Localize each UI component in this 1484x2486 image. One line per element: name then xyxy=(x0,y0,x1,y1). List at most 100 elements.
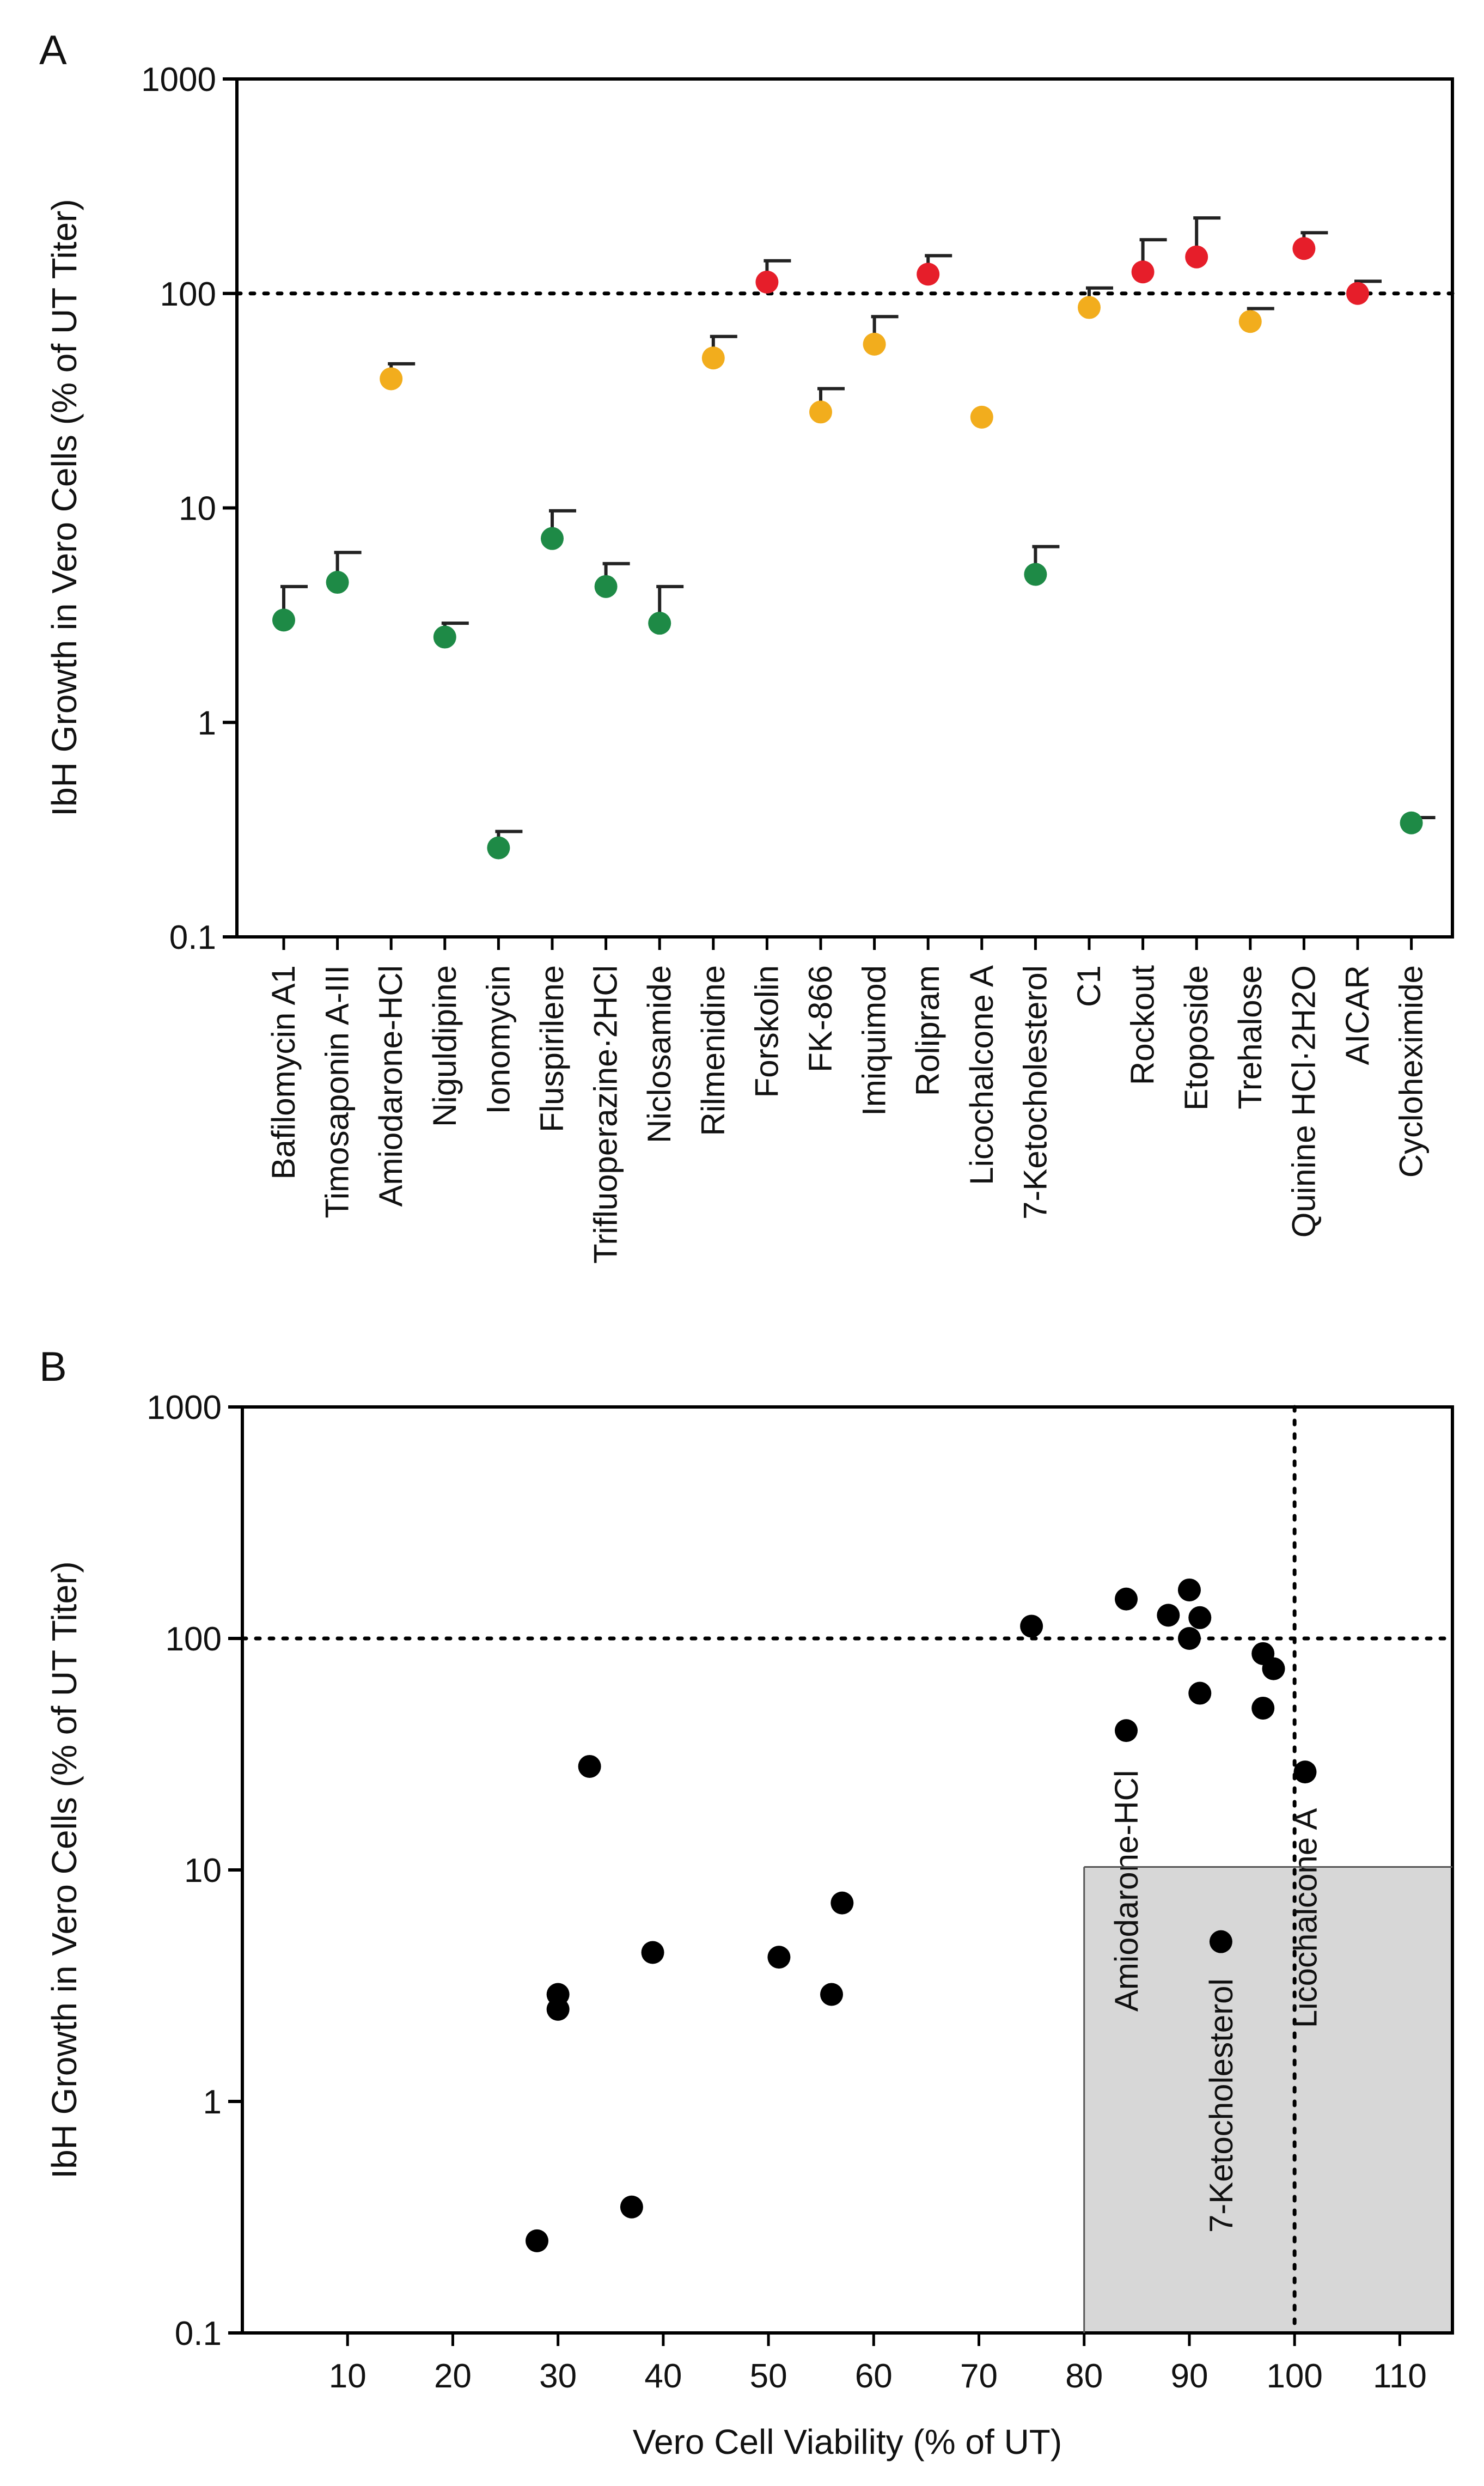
y-tick-label: 1000 xyxy=(146,1389,222,1427)
category-label: Cycloheximide xyxy=(1393,965,1430,1178)
data-point xyxy=(809,400,832,424)
data-point xyxy=(1262,1657,1285,1680)
data-point xyxy=(1177,1627,1201,1650)
y-tick-label: 10 xyxy=(184,1852,222,1890)
data-point xyxy=(767,1946,791,1969)
panel-a-category-labels: Bafilomycin A1 Timosaponin A-III Amiodaron… xyxy=(265,965,1430,1264)
category-label: Rockout xyxy=(1125,965,1161,1085)
data-point xyxy=(970,405,993,429)
category-label: Rolipram xyxy=(909,965,946,1096)
data-point xyxy=(641,1941,664,1964)
data-point xyxy=(1188,1606,1212,1629)
annotation-label: Licochalcone A xyxy=(1287,1808,1323,2028)
x-tick-label: 50 xyxy=(750,2357,787,2395)
data-point xyxy=(541,527,564,550)
category-label: C1 xyxy=(1071,965,1107,1007)
data-point xyxy=(1293,1760,1317,1784)
data-point xyxy=(1115,1719,1138,1742)
x-tick-label: 20 xyxy=(434,2357,472,2395)
category-label: Rilmenidine xyxy=(695,965,731,1136)
data-point xyxy=(830,1891,854,1915)
data-point xyxy=(1209,1930,1232,1953)
data-point xyxy=(620,2195,643,2219)
data-point xyxy=(1024,563,1047,586)
panel-b-shaded-region xyxy=(1084,1867,1452,2333)
data-point xyxy=(820,1983,844,2006)
data-point xyxy=(272,608,295,632)
y-tick-label: 0.1 xyxy=(169,919,216,956)
category-label: Niclosamide xyxy=(641,965,677,1143)
data-point xyxy=(326,571,349,594)
category-label: Ionomycin xyxy=(480,965,516,1114)
category-label: AICAR xyxy=(1339,965,1376,1065)
category-label: Niguldipine xyxy=(426,965,463,1127)
data-point xyxy=(526,2229,549,2252)
panel-a-y-axis-title: IbH Growth in Vero Cells (% of UT Titer) xyxy=(45,199,84,816)
y-tick-label: 10 xyxy=(179,490,216,528)
category-label: Timosaponin A-III xyxy=(319,965,356,1218)
x-tick-label: 100 xyxy=(1266,2357,1322,2395)
category-label: Licochalcone A xyxy=(963,965,1000,1185)
category-label: 7-Ketocholesterol xyxy=(1017,965,1053,1220)
panel-b-x-axis-title: Vero Cell Viability (% of UT) xyxy=(633,2422,1062,2461)
data-point xyxy=(1251,1696,1275,1720)
category-label: Fluspirilene xyxy=(534,965,570,1132)
y-tick-label: 100 xyxy=(160,276,216,313)
x-tick-label: 60 xyxy=(855,2357,893,2395)
x-tick-label: 30 xyxy=(539,2357,577,2395)
panel-b: B IbH Growth in Vero Cells (% of UT Tite… xyxy=(39,1344,1455,2461)
panel-a-plot-frame xyxy=(235,77,1454,939)
panel-b-letter: B xyxy=(39,1344,67,1390)
data-point xyxy=(863,332,886,356)
y-tick-label: 100 xyxy=(166,1620,222,1658)
category-label: Trehalose xyxy=(1232,965,1268,1110)
x-tick-label: 10 xyxy=(329,2357,367,2395)
data-point xyxy=(917,263,940,286)
category-label: Etoposide xyxy=(1178,965,1214,1111)
panel-b-x-ticks: 10 20 30 40 50 60 70 80 90 100 110 xyxy=(329,2333,1427,2395)
data-point xyxy=(1400,811,1423,834)
data-point xyxy=(1078,296,1101,319)
data-point xyxy=(648,612,671,635)
category-label: Amiodarone-HCl xyxy=(372,965,409,1207)
data-point xyxy=(1020,1614,1043,1638)
y-tick-label: 1000 xyxy=(141,61,216,99)
annotation-label: 7-Ketocholesterol xyxy=(1203,1978,1239,2233)
data-point xyxy=(1177,1578,1201,1601)
x-tick-label: 40 xyxy=(644,2357,682,2395)
data-point xyxy=(1188,1681,1212,1705)
y-tick-label: 0.1 xyxy=(175,2315,222,2353)
data-point xyxy=(380,367,403,391)
data-point xyxy=(1157,1604,1180,1627)
panel-a-error-bars xyxy=(280,216,1436,848)
x-tick-label: 80 xyxy=(1065,2357,1103,2395)
y-tick-label: 1 xyxy=(198,704,216,742)
data-point xyxy=(578,1754,601,1778)
panel-b-annotations: Amiodarone-HCl 7-Ketocholesterol Licochalc… xyxy=(1108,1770,1323,2233)
panel-a: A IbH Growth in Vero Cells (% of UT Tite… xyxy=(39,27,1455,1264)
y-tick-label: 1 xyxy=(203,2083,222,2121)
data-point xyxy=(1292,237,1316,260)
category-label: Bafilomycin A1 xyxy=(265,965,302,1180)
data-point xyxy=(1115,1587,1138,1611)
x-tick-label: 90 xyxy=(1170,2357,1208,2395)
data-point xyxy=(1131,260,1155,284)
panel-b-y-ticks: 1000 100 10 1 0.1 xyxy=(146,1389,242,2353)
panel-a-y-ticks: 1000 100 10 1 0.1 xyxy=(141,61,237,956)
x-tick-label: 110 xyxy=(1373,2357,1427,2395)
data-point xyxy=(701,346,725,370)
data-point xyxy=(1238,310,1262,333)
panel-b-y-axis-title: IbH Growth in Vero Cells (% of UT Titer) xyxy=(45,1561,84,2178)
data-point xyxy=(594,575,618,598)
category-label: Quinine HCl·2H2O xyxy=(1285,965,1322,1238)
panel-a-points xyxy=(272,237,1423,860)
data-point xyxy=(433,625,456,649)
panel-a-x-ticks xyxy=(282,937,1413,950)
category-label: Trifluoperazine·2HCl xyxy=(588,965,624,1264)
category-label: FK-866 xyxy=(802,965,839,1073)
panel-b-points xyxy=(526,1578,1317,2252)
annotation-label: Amiodarone-HCl xyxy=(1108,1770,1145,2012)
data-point xyxy=(487,836,510,860)
category-label: Forskolin xyxy=(748,965,785,1098)
